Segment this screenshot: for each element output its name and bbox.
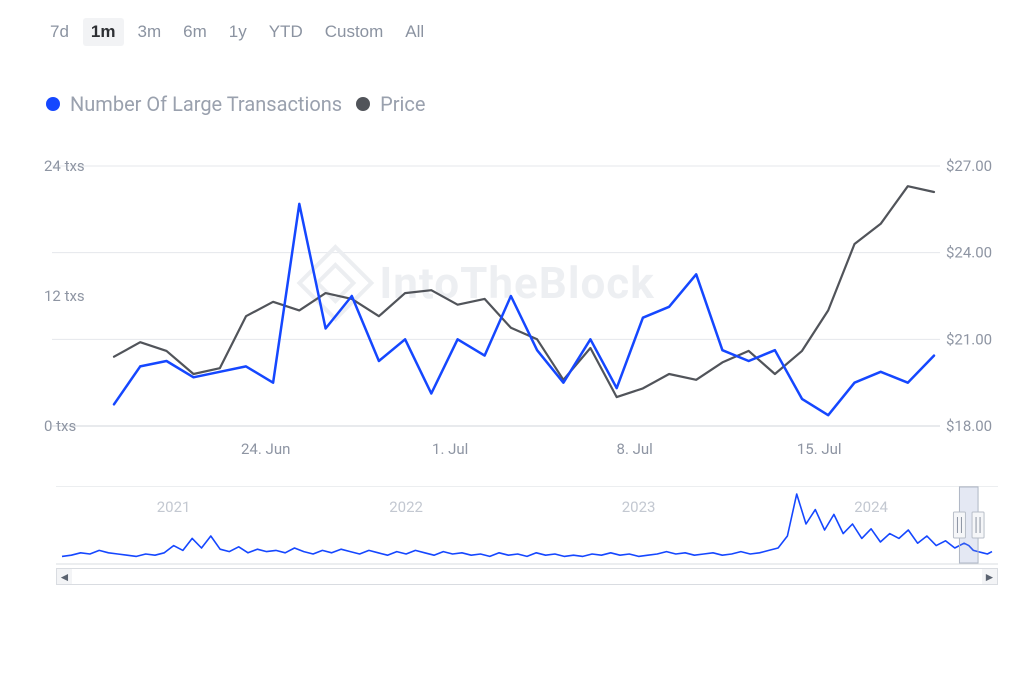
range-selector: 7d1m3m6m1yYTDCustomAll <box>42 18 1000 46</box>
legend-dot-icon <box>356 97 370 111</box>
svg-text:8. Jul: 8. Jul <box>617 440 653 458</box>
svg-text:24. Jun: 24. Jun <box>241 440 290 458</box>
legend-label: Price <box>380 92 425 116</box>
svg-text:IntoTheBlock: IntoTheBlock <box>379 257 654 309</box>
svg-text:12 txs: 12 txs <box>44 287 85 305</box>
arrow-right-icon: ► <box>984 570 996 584</box>
range-btn-6m[interactable]: 6m <box>175 18 215 46</box>
svg-text:15. Jul: 15. Jul <box>797 440 842 458</box>
svg-text:$21.00: $21.00 <box>946 330 992 348</box>
svg-text:1. Jul: 1. Jul <box>432 440 468 458</box>
svg-text:$27.00: $27.00 <box>946 157 992 175</box>
chart-canvas[interactable]: $18.00 $21.00 $24.00 $27.00 0 txs 12 txs 24 tx… <box>24 156 1004 466</box>
legend-item-price[interactable]: Price <box>356 92 425 116</box>
navigator-scrollbar[interactable]: ◄ ► <box>56 568 998 585</box>
range-btn-7d[interactable]: 7d <box>42 18 77 46</box>
arrow-left-icon: ◄ <box>59 570 71 584</box>
svg-text:0 txs: 0 txs <box>44 417 76 435</box>
range-btn-1m[interactable]: 1m <box>83 18 124 46</box>
svg-text:$24.00: $24.00 <box>946 244 992 262</box>
chart-page: 7d1m3m6m1yYTDCustomAll Number Of Large T… <box>0 0 1024 683</box>
range-btn-1y[interactable]: 1y <box>221 18 255 46</box>
main-chart: $18.00 $21.00 $24.00 $27.00 0 txs 12 txs 24 tx… <box>24 156 1000 456</box>
legend-label: Number Of Large Transactions <box>70 92 342 116</box>
legend-dot-icon <box>46 97 60 111</box>
navigator: 2021 2022 2023 2024 ◄ ► <box>24 486 1000 585</box>
range-btn-3m[interactable]: 3m <box>130 18 170 46</box>
svg-text:$18.00: $18.00 <box>946 417 992 435</box>
range-btn-all[interactable]: All <box>397 18 432 46</box>
svg-text:2021: 2021 <box>157 498 191 516</box>
legend: Number Of Large Transactions Price <box>46 92 1000 116</box>
range-btn-custom[interactable]: Custom <box>317 18 392 46</box>
svg-text:2023: 2023 <box>622 498 656 516</box>
scrollbar-left-button[interactable]: ◄ <box>57 569 72 584</box>
svg-text:24 txs: 24 txs <box>44 157 85 175</box>
svg-text:2022: 2022 <box>389 498 423 516</box>
range-btn-ytd[interactable]: YTD <box>261 18 311 46</box>
svg-text:2024: 2024 <box>854 498 888 516</box>
legend-item-txs[interactable]: Number Of Large Transactions <box>46 92 342 116</box>
scrollbar-right-button[interactable]: ► <box>982 569 997 584</box>
navigator-canvas[interactable]: 2021 2022 2023 2024 <box>24 486 1004 568</box>
